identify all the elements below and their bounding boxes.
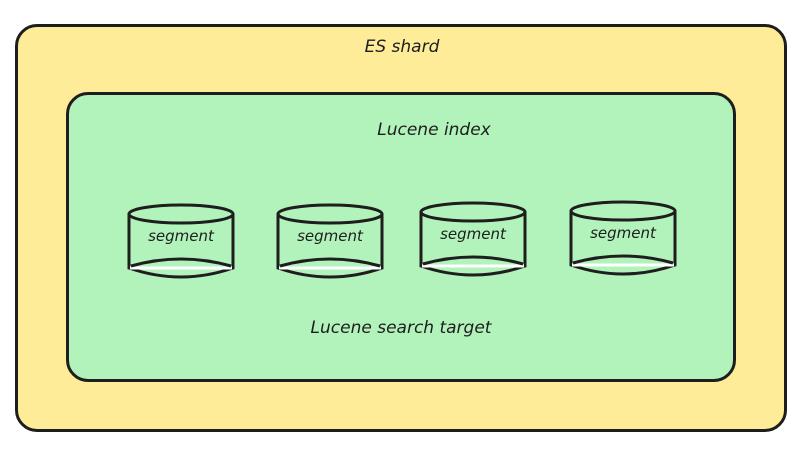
cylinder-icon	[569, 200, 677, 276]
segment-label: segment	[148, 227, 214, 245]
lucene-index-label: Lucene index	[377, 120, 491, 140]
segment-label: segment	[590, 224, 656, 242]
cylinder-icon	[276, 203, 384, 279]
cylinder-icon	[127, 203, 235, 279]
segment-cylinder: segment	[275, 202, 385, 280]
es-shard-label: ES shard	[364, 37, 440, 57]
segment-cylinder: segment	[126, 202, 236, 280]
segment-cylinder: segment	[568, 199, 678, 277]
segment-label: segment	[297, 227, 363, 245]
lucene-index-box	[66, 92, 736, 382]
cylinder-icon	[419, 201, 527, 277]
segment-cylinder: segment	[418, 200, 528, 278]
lucene-search-target-label: Lucene search target	[310, 318, 492, 338]
segment-label: segment	[440, 225, 506, 243]
